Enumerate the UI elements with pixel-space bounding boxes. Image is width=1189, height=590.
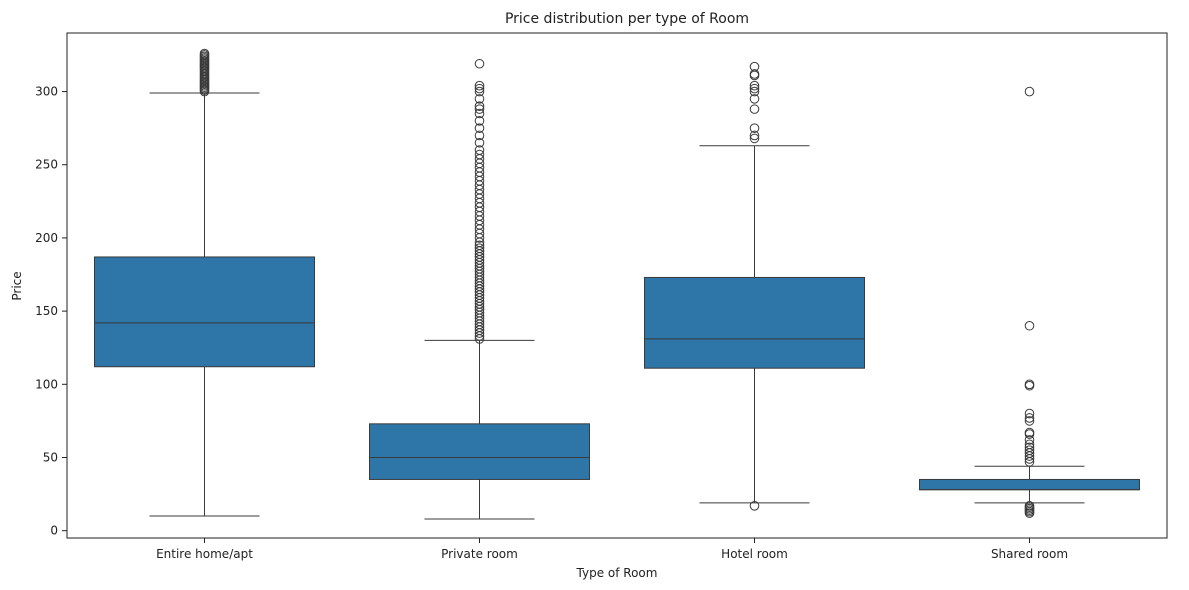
- y-axis: 0 50 100 150 200 250 300: [35, 85, 67, 538]
- x-tick-label: Hotel room: [721, 547, 788, 561]
- box-group: [369, 58, 590, 520]
- plot-area: [94, 48, 1140, 520]
- outlier-point: [474, 80, 485, 91]
- y-tick-label: 300: [35, 85, 58, 99]
- box-group: [94, 48, 315, 517]
- outlier-point: [474, 240, 485, 251]
- outlier-point: [474, 94, 485, 104]
- outlier-point: [474, 137, 485, 148]
- outlier-point: [1024, 445, 1035, 455]
- outlier-point: [749, 123, 760, 133]
- outlier-point: [474, 86, 485, 97]
- outlier-point: [474, 83, 485, 94]
- box: [919, 478, 1140, 491]
- x-axis-label: Type of Room: [576, 566, 658, 580]
- outlier-point: [199, 48, 210, 59]
- outlier-point: [1024, 427, 1035, 438]
- y-tick-label: 150: [35, 304, 58, 318]
- outlier-point: [1024, 86, 1035, 97]
- box-group: [919, 86, 1140, 518]
- outlier-point: [749, 83, 760, 94]
- y-tick-label: 0: [50, 524, 58, 538]
- box: [644, 276, 865, 369]
- box: [369, 423, 590, 480]
- outlier-point: [474, 101, 485, 111]
- box-group: [644, 61, 865, 511]
- outlier-point: [749, 94, 760, 104]
- outlier-point: [474, 58, 485, 69]
- outlier-point: [749, 130, 760, 141]
- y-tick-label: 200: [35, 231, 58, 245]
- x-tick-label: Entire home/apt: [156, 547, 253, 561]
- outlier-point: [749, 80, 760, 91]
- chart-title: Price distribution per type of Room: [505, 11, 749, 27]
- outlier-point: [1024, 408, 1035, 419]
- outlier-point: [474, 130, 485, 141]
- x-tick-label: Private room: [441, 547, 518, 561]
- x-tick-label: Shared room: [991, 547, 1068, 561]
- y-tick-label: 250: [35, 158, 58, 172]
- outlier-point: [1024, 439, 1035, 450]
- outlier-point: [1024, 500, 1035, 511]
- outlier-point: [749, 133, 760, 144]
- outlier-point: [749, 61, 760, 72]
- box: [94, 256, 315, 368]
- outlier-point: [1024, 413, 1035, 423]
- outlier-point: [1024, 320, 1035, 331]
- outlier-point: [474, 108, 485, 119]
- outlier-point: [749, 104, 760, 114]
- outlier-point: [749, 86, 760, 97]
- outlier-point: [1024, 442, 1035, 453]
- outlier-point: [474, 149, 485, 160]
- outlier-point: [1024, 435, 1035, 445]
- y-axis-label: Price: [10, 271, 24, 300]
- outlier-point: [749, 500, 760, 511]
- y-tick-label: 50: [43, 450, 58, 464]
- plot-frame: [66, 32, 1168, 539]
- outlier-point: [474, 243, 485, 253]
- outlier-point: [749, 69, 760, 79]
- outlier-point: [474, 104, 485, 114]
- outlier-point: [474, 116, 485, 126]
- outlier-point: [1024, 416, 1035, 426]
- outlier-point: [474, 123, 485, 133]
- x-axis: Entire home/apt Private room Hotel room Sha…: [156, 538, 1068, 561]
- outlier-point: [474, 145, 485, 155]
- outlier-point: [1024, 379, 1035, 390]
- y-tick-label: 100: [35, 377, 58, 391]
